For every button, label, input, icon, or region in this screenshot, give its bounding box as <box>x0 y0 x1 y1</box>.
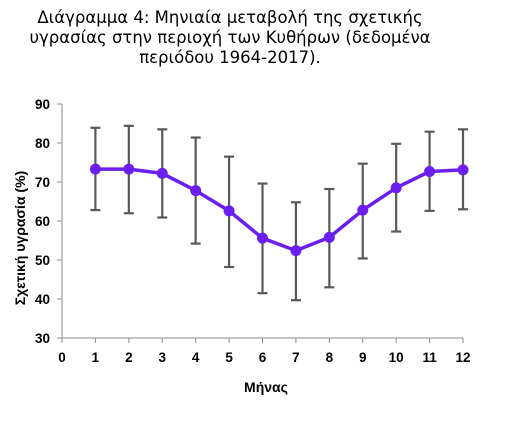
x-tick-label: 9 <box>359 350 367 365</box>
data-point <box>190 185 202 197</box>
chart-title-line-1: Διάγραμμα 4: Μηνιαία μεταβολή της σχετικ… <box>37 8 423 27</box>
x-tick-label: 11 <box>422 350 437 365</box>
data-point <box>156 167 168 179</box>
data-point <box>357 204 369 216</box>
chart-title: Διάγραμμα 4: Μηνιαία μεταβολή της σχετικ… <box>0 8 460 68</box>
x-tick-label: 1 <box>92 350 100 365</box>
x-tick-label: 5 <box>225 350 233 365</box>
y-tick-label: 60 <box>35 214 50 229</box>
x-tick-label: 8 <box>326 350 334 365</box>
y-tick-label: 30 <box>35 331 50 346</box>
chart-title-line-3: περιόδου 1964-2017). <box>139 48 321 67</box>
data-series <box>89 163 469 257</box>
x-tick-label: 3 <box>158 350 166 365</box>
x-tick-label: 2 <box>125 350 133 365</box>
y-axis-label: Σχετική υγρασία (%) <box>12 171 28 305</box>
y-tick-label: 80 <box>35 136 50 151</box>
data-point <box>257 232 268 244</box>
x-tick-label: 0 <box>58 350 66 365</box>
x-tick-label: 10 <box>389 350 404 365</box>
y-tick-label: 70 <box>35 175 50 190</box>
series-line <box>95 167 464 253</box>
x-tick-label: 6 <box>259 350 267 365</box>
chart-title-line-2: υγρασίας στην περιοχή των Κυθήρων (δεδομ… <box>29 28 431 47</box>
y-tick-label: 90 <box>35 97 50 112</box>
data-point <box>457 164 469 176</box>
x-tick-label: 12 <box>455 350 470 365</box>
data-point <box>290 245 302 257</box>
data-point <box>123 163 135 175</box>
y-tick-label: 50 <box>35 253 50 268</box>
x-tick-label: 4 <box>192 350 200 365</box>
data-point <box>424 165 436 177</box>
chart-axes <box>57 103 464 343</box>
data-point <box>390 182 402 194</box>
data-point <box>323 231 335 243</box>
error-bars <box>90 124 468 302</box>
x-axis-label: Μήνας <box>244 379 288 395</box>
data-point <box>89 163 101 175</box>
data-point <box>223 205 235 217</box>
y-tick-label: 40 <box>35 292 50 307</box>
x-tick-label: 7 <box>292 350 300 365</box>
